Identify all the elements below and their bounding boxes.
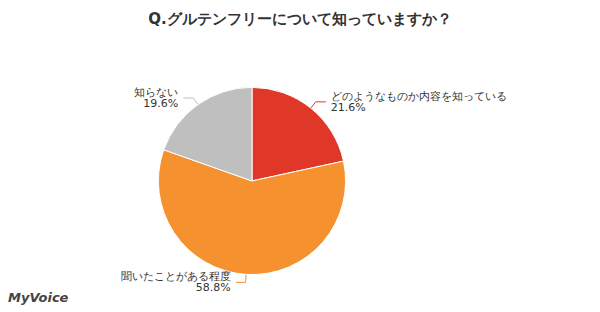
svg-text:どのようなものか内容を知っている: どのようなものか内容を知っている	[330, 89, 507, 103]
svg-text:MyVoice: MyVoice	[8, 290, 69, 305]
svg-text:聞いたことがある程度: 聞いたことがある程度	[120, 270, 231, 284]
svg-text:21.6%: 21.6%	[331, 101, 366, 114]
svg-text:知らない: 知らない	[134, 86, 179, 99]
svg-text:19.6%: 19.6%	[143, 97, 178, 110]
svg-text:58.8%: 58.8%	[196, 281, 231, 294]
svg-text:Q.グルテンフリーについて知っていますか？: Q.グルテンフリーについて知っていますか？	[148, 10, 451, 28]
